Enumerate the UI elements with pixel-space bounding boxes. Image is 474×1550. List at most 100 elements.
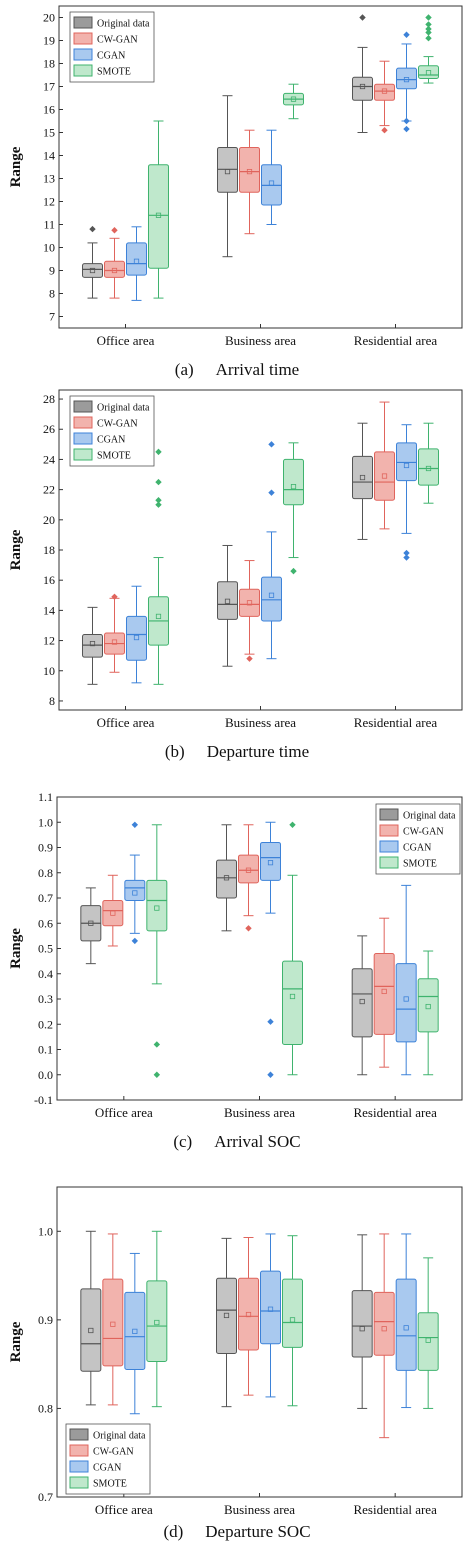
legend-label: CW-GAN — [97, 35, 138, 46]
box-iqr — [282, 1278, 303, 1348]
box-cw-gan-2 — [239, 129, 260, 235]
box-iqr — [352, 455, 374, 500]
box-cw-gan-1 — [103, 227, 125, 299]
legend-swatch — [69, 1428, 89, 1441]
x-tick-label: Office area — [97, 715, 155, 730]
legend: Original data CW-GAN CGAN SMOTE — [65, 1423, 151, 1495]
mean-marker — [224, 598, 231, 604]
legend-label: SMOTE — [97, 67, 131, 78]
x-tick-label: Business area — [225, 715, 296, 730]
mean-marker — [155, 613, 162, 620]
mean-marker — [381, 473, 388, 479]
legend-label: Original data — [97, 19, 150, 30]
box-iqr — [146, 1280, 168, 1362]
outlier-point — [403, 125, 410, 133]
y-tick-label: 0.8 — [38, 866, 53, 880]
y-tick-label: 20 — [43, 513, 55, 527]
caption-letter: (a) — [174, 360, 194, 379]
outlier-point — [403, 554, 410, 561]
caption-letter: (d) — [163, 1522, 184, 1541]
y-tick-label: 11 — [43, 218, 55, 232]
outlier-point — [359, 14, 366, 21]
outlier-point — [425, 35, 432, 42]
y-tick-label: 0.7 — [38, 1490, 53, 1504]
box-iqr — [217, 581, 238, 620]
mean-marker — [425, 70, 432, 76]
mean-marker — [359, 83, 366, 90]
caption-c: (c) Arrival SOC — [0, 1132, 474, 1152]
outlier-point — [268, 489, 275, 496]
box-cw-gan-2 — [238, 1236, 259, 1396]
box-iqr — [238, 854, 259, 884]
box-iqr — [395, 1278, 417, 1371]
legend-label: CW-GAN — [93, 1447, 134, 1458]
y-tick-label: 18 — [43, 57, 55, 71]
chart-panel-4: 0.7 0.8 0.9 1.0 Range Office area Business are… — [8, 1186, 463, 1517]
outlier-point — [89, 225, 96, 233]
y-tick-label: 10 — [43, 664, 55, 678]
box-original-data-3 — [351, 935, 373, 1076]
outlier-point — [267, 1018, 274, 1025]
box-cw-gan-2 — [238, 824, 259, 932]
y-axis-label: Range — [8, 529, 24, 570]
box-cgan-2 — [261, 441, 282, 660]
x-tick-label: Business area — [224, 1502, 295, 1517]
legend: Original data CW-GAN CGAN SMOTE — [69, 395, 155, 467]
box-original-data-1 — [81, 225, 103, 299]
x-tick-label: Residential area — [354, 715, 438, 730]
box-iqr — [260, 841, 281, 881]
outlier-point — [403, 31, 410, 38]
box-original-data-3 — [351, 1234, 373, 1409]
mean-marker — [154, 905, 160, 911]
box-iqr — [260, 1270, 281, 1345]
box-cw-gan-3 — [374, 401, 396, 530]
legend-swatch — [69, 1460, 89, 1473]
mean-marker — [246, 168, 253, 175]
box-iqr — [395, 963, 417, 1043]
chart-panel-3: -0.1 0.0 0.1 0.2 0.3 0.4 0.5 0.6 0.7 0.8 0.9 1.0 1.1… — [8, 790, 463, 1120]
y-tick-label: 14 — [43, 149, 55, 163]
y-tick-label: 0.6 — [38, 916, 53, 930]
caption-text: Departure SOC — [205, 1522, 311, 1541]
box-iqr — [417, 1312, 439, 1371]
box-iqr — [374, 451, 396, 501]
y-tick-label: 20 — [43, 11, 55, 25]
box-iqr — [351, 1290, 373, 1358]
legend-label: SMOTE — [93, 1479, 127, 1490]
mean-marker — [268, 180, 275, 186]
y-tick-label: 12 — [43, 195, 55, 209]
chart-panel-2: 8 10 12 14 16 18 20 22 24 26 28 Range Office area Bus… — [8, 389, 463, 730]
box-smote-1 — [147, 448, 169, 685]
y-tick-label: 0.8 — [38, 1401, 53, 1415]
y-tick-label: 14 — [43, 603, 55, 617]
outlier-point — [289, 821, 296, 828]
mean-marker — [290, 96, 297, 102]
legend-label: CGAN — [97, 435, 125, 446]
mean-marker — [359, 998, 365, 1005]
legend-label: CGAN — [403, 843, 431, 854]
mean-marker — [403, 996, 409, 1002]
outlier-point — [155, 501, 162, 508]
x-tick-label: Residential area — [353, 1502, 437, 1517]
y-tick-label: 8 — [49, 287, 55, 301]
legend-label: CGAN — [93, 1463, 121, 1474]
legend-swatch — [379, 808, 399, 821]
caption-text: Arrival SOC — [214, 1132, 301, 1151]
box-smote-2 — [282, 1235, 303, 1407]
box-iqr — [261, 576, 282, 622]
y-tick-label: 12 — [43, 634, 55, 648]
box-smote-3 — [417, 1257, 439, 1409]
box-iqr — [283, 458, 304, 506]
legend-label: CW-GAN — [97, 419, 138, 430]
y-tick-label: 19 — [43, 34, 55, 48]
legend-swatch — [69, 1444, 89, 1457]
box-smote-2 — [283, 83, 304, 120]
box-cgan-1 — [125, 226, 147, 301]
mean-marker — [155, 212, 162, 218]
box-cw-gan-2 — [239, 560, 260, 662]
legend-swatch — [73, 448, 93, 461]
outlier-point — [155, 496, 162, 504]
mean-marker — [425, 465, 432, 472]
box-iqr — [147, 164, 169, 269]
